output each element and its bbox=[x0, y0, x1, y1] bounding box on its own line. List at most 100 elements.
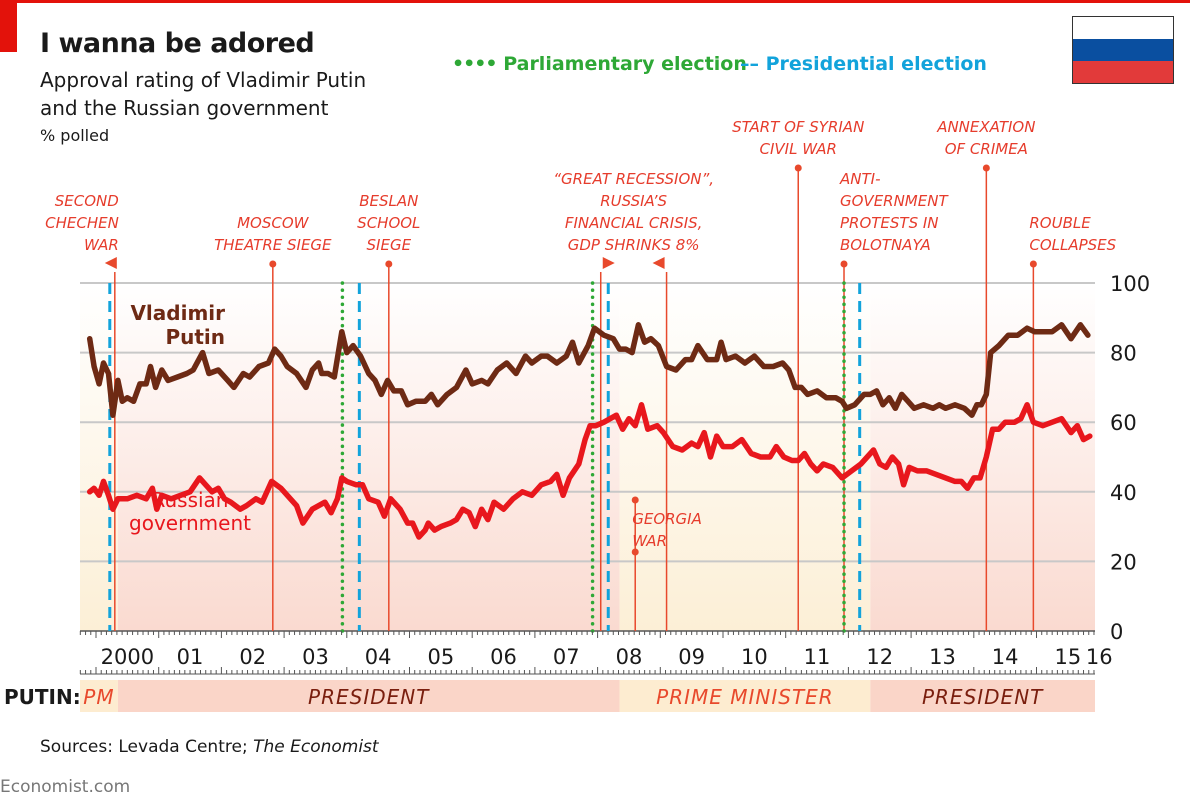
arrow-right-icon bbox=[602, 257, 615, 269]
event-label: CIVIL WAR bbox=[759, 140, 836, 158]
chart-title: I wanna be adored bbox=[40, 28, 315, 59]
sources-italic: The Economist bbox=[253, 737, 379, 757]
y-tick-label: 20 bbox=[1110, 550, 1137, 574]
top-rule bbox=[0, 0, 1190, 3]
sources-note: Sources: Levada Centre; The Economist bbox=[40, 737, 379, 757]
legend-presidential-label: Presidential election bbox=[765, 53, 987, 75]
event-label: PROTESTS IN bbox=[840, 214, 939, 232]
legend-parliamentary: •••• Parliamentary election bbox=[452, 53, 747, 75]
legend-parliamentary-label: Parliamentary election bbox=[503, 53, 747, 75]
event-dot bbox=[840, 260, 848, 268]
series-label: Vladimir bbox=[130, 301, 225, 325]
dotted-line-icon: •••• bbox=[452, 53, 498, 75]
y-tick-label: 40 bbox=[1110, 481, 1137, 505]
event-label: ANNEXATION bbox=[936, 118, 1035, 136]
series-label: Russian bbox=[151, 488, 228, 512]
x-tick-label: 07 bbox=[553, 645, 580, 669]
role-bar-segment-president bbox=[870, 680, 1095, 712]
event-label: GOVERNMENT bbox=[840, 192, 949, 210]
x-tick-label: 01 bbox=[177, 645, 204, 669]
subtitle-line-1: Approval rating of Vladimir Putin bbox=[40, 68, 367, 92]
event-dot bbox=[385, 260, 393, 268]
event-label: ANTI- bbox=[839, 170, 880, 188]
event-label: ROUBLE bbox=[1029, 214, 1091, 232]
event-label: BESLAN bbox=[359, 192, 418, 210]
flag-stripe-blue bbox=[1073, 38, 1173, 61]
sources-prefix: Sources: Levada Centre; bbox=[40, 737, 254, 757]
chart-subtitle: Approval rating of Vladimir Putin and th… bbox=[40, 66, 366, 122]
event-dot bbox=[631, 548, 639, 556]
event-dot bbox=[794, 164, 802, 172]
y-tick-label: 60 bbox=[1110, 411, 1137, 435]
series-label: government bbox=[129, 511, 251, 535]
event-dot bbox=[1029, 260, 1037, 268]
event-label: “GREAT RECESSION”, bbox=[553, 170, 714, 188]
event-label: WAR bbox=[632, 532, 667, 550]
arrow-left-icon bbox=[652, 257, 665, 269]
event-label: MOSCOW bbox=[237, 214, 310, 232]
series-label: Putin bbox=[165, 325, 225, 349]
event-label: RUSSIA’S bbox=[600, 192, 667, 210]
event-label: SCHOOL bbox=[357, 214, 420, 232]
legend-presidential: –– Presidential election bbox=[740, 53, 987, 75]
event-label: FINANCIAL CRISIS, bbox=[565, 214, 703, 232]
event-label: CHECHEN bbox=[45, 214, 119, 232]
event-label: OF CRIMEA bbox=[945, 140, 1028, 158]
role-label: PRIME MINISTER bbox=[656, 685, 834, 709]
red-tag bbox=[0, 0, 17, 52]
event-dot bbox=[269, 260, 277, 268]
role-label: PM bbox=[83, 685, 114, 709]
role-label: PRESIDENT bbox=[308, 685, 430, 709]
x-tick-label: 13 bbox=[929, 645, 956, 669]
dashed-line-icon: –– bbox=[740, 53, 759, 75]
brand-link[interactable]: Economist.com bbox=[0, 777, 131, 797]
x-tick-label: 2000 bbox=[101, 645, 154, 669]
background-band-president bbox=[870, 283, 1095, 631]
event-label: BOLOTNAYA bbox=[840, 236, 931, 254]
event-dot bbox=[982, 164, 990, 172]
x-tick-label: 09 bbox=[678, 645, 705, 669]
x-tick-label: 02 bbox=[239, 645, 266, 669]
russia-flag-icon bbox=[1072, 16, 1174, 84]
x-tick-label: 04 bbox=[365, 645, 392, 669]
subtitle-line-2: and the Russian government bbox=[40, 96, 329, 120]
y-tick-label: 100 bbox=[1110, 272, 1150, 296]
background-band-pm bbox=[619, 283, 871, 631]
flag-stripe-white bbox=[1073, 17, 1173, 39]
role-bar-title: PUTIN: bbox=[4, 685, 81, 709]
x-tick-label: 12 bbox=[866, 645, 893, 669]
event-label: SECOND bbox=[55, 192, 119, 210]
x-tick-label: 08 bbox=[616, 645, 643, 669]
background-band-president bbox=[117, 283, 620, 631]
event-label: WAR bbox=[84, 236, 119, 254]
x-tick-label: 05 bbox=[427, 645, 454, 669]
x-tick-label: 15 bbox=[1054, 645, 1081, 669]
x-tick-label: 03 bbox=[302, 645, 329, 669]
background-band-pm bbox=[80, 283, 118, 631]
flag-stripe-red bbox=[1073, 60, 1173, 83]
event-label: GDP SHRINKS 8% bbox=[568, 236, 700, 254]
x-tick-label: 11 bbox=[804, 645, 831, 669]
series-line-government bbox=[86, 402, 1093, 540]
unit-label: % polled bbox=[40, 126, 110, 145]
role-label: PRESIDENT bbox=[922, 685, 1044, 709]
role-bar-segment-pm bbox=[80, 680, 118, 712]
event-label: SIEGE bbox=[367, 236, 412, 254]
y-tick-label: 0 bbox=[1110, 620, 1123, 644]
role-bar-segment-pm bbox=[619, 680, 871, 712]
event-label: THEATRE SIEGE bbox=[214, 236, 332, 254]
event-dot bbox=[631, 496, 639, 504]
role-bar-segment-president bbox=[117, 680, 620, 712]
x-tick-label: 10 bbox=[741, 645, 768, 669]
x-tick-label: 16 bbox=[1086, 645, 1113, 669]
event-label: START OF SYRIAN bbox=[732, 118, 864, 136]
arrow-left-icon bbox=[104, 257, 117, 269]
y-tick-label: 80 bbox=[1110, 342, 1137, 366]
series-line-putin bbox=[86, 322, 1091, 418]
event-label: COLLAPSES bbox=[1029, 236, 1116, 254]
event-label: GEORGIA bbox=[632, 510, 702, 528]
x-tick-label: 06 bbox=[490, 645, 517, 669]
x-tick-label: 14 bbox=[992, 645, 1019, 669]
